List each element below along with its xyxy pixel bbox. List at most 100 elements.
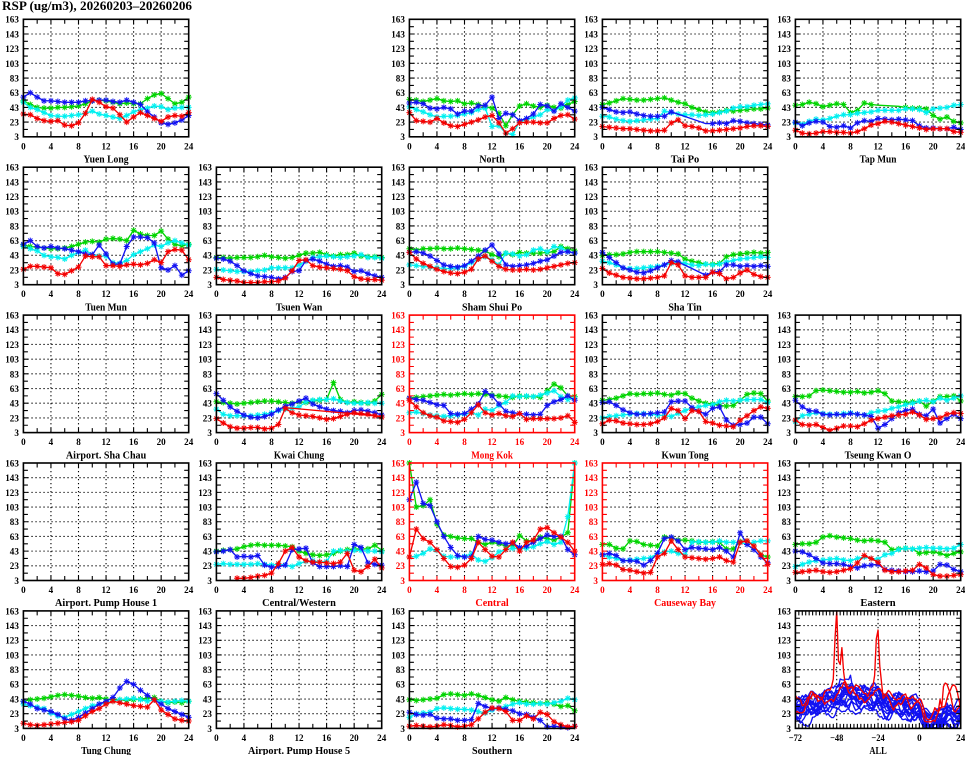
svg-text:24: 24 [763, 141, 772, 152]
svg-text:12: 12 [488, 437, 497, 448]
svg-text:16: 16 [129, 585, 138, 596]
svg-text:−24: −24 [871, 733, 884, 744]
svg-text:12: 12 [681, 289, 690, 300]
svg-text:12: 12 [681, 141, 690, 152]
svg-text:Causeway Bay: Causeway Bay [654, 598, 716, 609]
svg-text:Tsuen Wan: Tsuen Wan [276, 302, 323, 313]
svg-text:16: 16 [515, 141, 524, 152]
svg-text:3: 3 [593, 132, 598, 143]
svg-text:0: 0 [407, 141, 412, 152]
svg-text:Tap Mun: Tap Mun [860, 155, 897, 166]
svg-text:24: 24 [763, 585, 772, 596]
svg-text:23: 23 [10, 118, 19, 129]
svg-text:103: 103 [198, 207, 212, 218]
svg-text:43: 43 [589, 547, 598, 558]
svg-text:83: 83 [203, 369, 212, 380]
svg-text:3: 3 [786, 724, 791, 735]
svg-text:63: 63 [203, 384, 212, 395]
svg-text:3: 3 [14, 576, 19, 587]
svg-text:83: 83 [782, 665, 791, 676]
svg-text:16: 16 [901, 585, 910, 596]
svg-text:123: 123 [777, 488, 791, 499]
svg-text:83: 83 [782, 73, 791, 84]
svg-text:163: 163 [5, 15, 19, 26]
svg-text:North: North [479, 155, 505, 166]
svg-text:163: 163 [584, 458, 598, 469]
svg-text:20: 20 [350, 585, 359, 596]
svg-text:23: 23 [396, 709, 405, 720]
svg-text:8: 8 [462, 437, 467, 448]
svg-text:83: 83 [396, 665, 405, 676]
svg-text:12: 12 [874, 141, 883, 152]
svg-text:43: 43 [10, 399, 19, 410]
svg-text:83: 83 [782, 369, 791, 380]
svg-text:8: 8 [269, 437, 274, 448]
svg-text:0: 0 [214, 733, 219, 744]
svg-text:63: 63 [396, 384, 405, 395]
svg-text:8: 8 [848, 141, 853, 152]
svg-text:143: 143 [198, 177, 212, 188]
svg-text:163: 163 [584, 15, 598, 26]
svg-text:4: 4 [628, 585, 633, 596]
svg-text:163: 163 [391, 458, 405, 469]
svg-text:20: 20 [543, 289, 552, 300]
svg-text:63: 63 [782, 384, 791, 395]
svg-text:163: 163 [584, 311, 598, 322]
svg-text:3: 3 [14, 428, 19, 439]
svg-text:16: 16 [129, 289, 138, 300]
svg-text:23: 23 [10, 413, 19, 424]
svg-text:43: 43 [782, 103, 791, 114]
svg-text:24: 24 [377, 289, 386, 300]
svg-text:123: 123 [198, 488, 212, 499]
svg-text:103: 103 [584, 355, 598, 366]
svg-text:0: 0 [21, 437, 26, 448]
svg-text:43: 43 [589, 399, 598, 410]
svg-text:Tseung Kwan O: Tseung Kwan O [845, 450, 912, 461]
svg-text:123: 123 [584, 340, 598, 351]
svg-text:Southern: Southern [472, 746, 512, 755]
svg-text:163: 163 [5, 163, 19, 174]
svg-text:43: 43 [396, 103, 405, 114]
svg-text:123: 123 [391, 192, 405, 203]
svg-text:4: 4 [435, 733, 440, 744]
svg-text:0: 0 [21, 141, 26, 152]
svg-text:Tuen Mun: Tuen Mun [85, 302, 127, 313]
svg-text:123: 123 [777, 636, 791, 647]
svg-text:−48: −48 [830, 733, 843, 744]
svg-text:Tai Po: Tai Po [671, 155, 700, 166]
svg-text:4: 4 [435, 289, 440, 300]
svg-text:0: 0 [600, 437, 605, 448]
svg-text:163: 163 [5, 458, 19, 469]
svg-text:16: 16 [708, 141, 717, 152]
svg-text:24: 24 [184, 585, 193, 596]
svg-text:103: 103 [777, 59, 791, 70]
svg-text:16: 16 [901, 141, 910, 152]
svg-text:43: 43 [782, 399, 791, 410]
svg-text:4: 4 [242, 585, 247, 596]
svg-text:20: 20 [543, 733, 552, 744]
svg-text:123: 123 [198, 636, 212, 647]
svg-text:103: 103 [5, 207, 19, 218]
svg-text:12: 12 [102, 585, 111, 596]
svg-text:143: 143 [5, 29, 19, 40]
svg-text:Airport. Pump House 5: Airport. Pump House 5 [248, 746, 350, 755]
svg-text:163: 163 [777, 458, 791, 469]
svg-text:20: 20 [157, 585, 166, 596]
svg-text:4: 4 [628, 437, 633, 448]
svg-text:83: 83 [396, 517, 405, 528]
svg-text:163: 163 [777, 311, 791, 322]
svg-text:12: 12 [488, 585, 497, 596]
svg-text:16: 16 [129, 437, 138, 448]
svg-text:83: 83 [10, 221, 19, 232]
svg-text:20: 20 [350, 289, 359, 300]
svg-text:43: 43 [203, 547, 212, 558]
svg-text:23: 23 [782, 413, 791, 424]
svg-text:123: 123 [584, 44, 598, 55]
svg-text:Kwai Chung: Kwai Chung [274, 450, 324, 461]
svg-text:83: 83 [203, 665, 212, 676]
svg-text:3: 3 [400, 132, 405, 143]
svg-text:63: 63 [10, 236, 19, 247]
svg-text:43: 43 [10, 103, 19, 114]
svg-text:8: 8 [655, 437, 660, 448]
svg-text:23: 23 [10, 265, 19, 276]
